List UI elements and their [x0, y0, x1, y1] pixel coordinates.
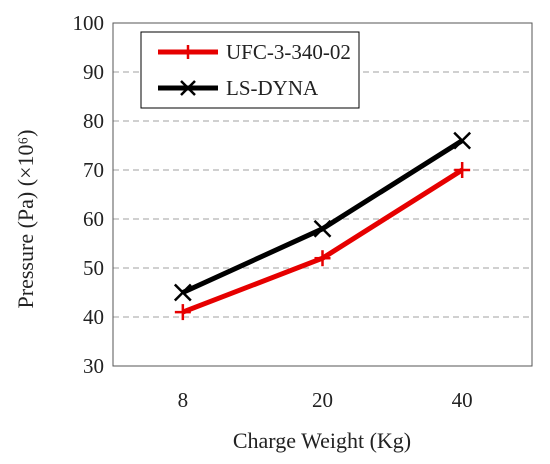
y-axis-title: Pressure (Pa) (×10⁶) [13, 130, 38, 309]
x-tick-label: 40 [452, 388, 473, 412]
legend-marker-lsdyna [180, 80, 196, 96]
x-axis-title: Charge Weight (Kg) [233, 428, 411, 453]
x-axis-ticks: 8 20 40 [178, 388, 473, 412]
y-tick-label: 100 [73, 11, 105, 35]
y-axis-ticks: 30 40 50 60 70 80 90 100 [73, 11, 105, 378]
y-tick-label: 40 [83, 305, 104, 329]
y-tick-label: 50 [83, 256, 104, 280]
series-line [181, 167, 464, 315]
series-lines [173, 131, 472, 321]
series-1 [173, 131, 472, 302]
series-0 [174, 162, 471, 321]
x-tick-label: 20 [312, 388, 333, 412]
y-tick-label: 30 [83, 354, 104, 378]
x-tick-label: 8 [178, 388, 189, 412]
y-tick-label: 80 [83, 109, 104, 133]
series-line [181, 138, 464, 295]
legend-marker-ufc [181, 45, 195, 59]
legend-label-lsdyna: LS-DYNA [226, 76, 319, 100]
y-tick-label: 60 [83, 207, 104, 231]
data-point [314, 250, 331, 267]
plot-area [112, 22, 533, 367]
data-point [453, 131, 472, 150]
legend-box [140, 31, 360, 109]
y-tick-label: 70 [83, 158, 104, 182]
data-point [173, 283, 192, 302]
legend-label-ufc: UFC-3-340-02 [226, 40, 351, 64]
legend: UFC-3-340-02 LS-DYNA [140, 31, 360, 109]
data-point [454, 162, 471, 178]
grid-lines [113, 71, 532, 318]
data-point [313, 219, 332, 238]
data-point [174, 304, 191, 321]
y-tick-label: 90 [83, 60, 104, 84]
